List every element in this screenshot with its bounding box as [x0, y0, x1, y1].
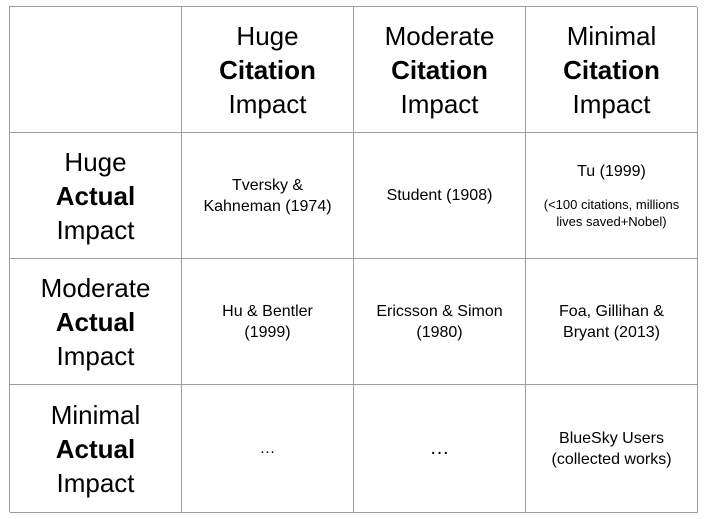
column-header-line: Moderate — [384, 20, 495, 51]
column-header-bold-line: Citation — [219, 54, 316, 85]
row-header-line: Moderate — [40, 272, 151, 303]
cell-text: (1999) — [244, 323, 291, 341]
cell-text: Hu & Bentler — [222, 302, 313, 320]
row-header-huge-actual: Huge Actual Impact — [10, 133, 182, 259]
row-header-bold-line: Actual — [55, 306, 136, 337]
row-header-line: Impact — [56, 467, 135, 498]
row-header-moderate-actual: Moderate Actual Impact — [10, 259, 182, 385]
column-header-moderate-citation: Moderate Citation Impact — [354, 7, 526, 133]
row-header-bold-line: Actual — [55, 433, 136, 464]
row-header-minimal-actual: Minimal Actual Impact — [10, 385, 182, 513]
column-header-minimal-citation: Minimal Citation Impact — [526, 7, 698, 133]
row-header-bold-line: Actual — [55, 180, 136, 211]
cell-text: (collected works) — [551, 450, 672, 468]
cell-huge-actual-moderate-citation: Student (1908) — [354, 133, 526, 259]
cell-text: Kahneman (1974) — [203, 197, 332, 215]
cell-text: (1980) — [416, 323, 463, 341]
cell-note-line: lives saved+Nobel) — [556, 214, 667, 229]
cell-text: Bryant (2013) — [563, 323, 660, 341]
cell-minimal-actual-moderate-citation: … — [354, 385, 526, 513]
column-header-huge-citation: Huge Citation Impact — [182, 7, 354, 133]
cell-huge-actual-huge-citation: Tversky & Kahneman (1974) — [182, 133, 354, 259]
cell-note-line: (<100 citations, millions — [543, 197, 680, 212]
row-header-line: Impact — [56, 214, 135, 245]
impact-matrix: Huge Citation Impact Moderate Citation I… — [9, 6, 698, 513]
cell-moderate-actual-minimal-citation: Foa, Gillihan & Bryant (2013) — [526, 259, 698, 385]
row-header-line: Impact — [56, 340, 135, 371]
column-header-line: Huge — [236, 20, 299, 51]
column-header-bold-line: Citation — [391, 54, 488, 85]
row-header-line: Huge — [64, 146, 127, 177]
corner-cell — [10, 7, 182, 133]
cell-moderate-actual-moderate-citation: Ericsson & Simon (1980) — [354, 259, 526, 385]
cell-moderate-actual-huge-citation: Hu & Bentler (1999) — [182, 259, 354, 385]
column-header-line: Impact — [228, 88, 307, 119]
cell-minimal-actual-minimal-citation: BlueSky Users (collected works) — [526, 385, 698, 513]
row-header-line: Minimal — [50, 399, 141, 430]
cell-text: Foa, Gillihan & — [559, 302, 664, 320]
column-header-line: Minimal — [566, 20, 657, 51]
cell-text: Student (1908) — [386, 187, 493, 204]
column-header-line: Impact — [572, 88, 651, 119]
cell-text: BlueSky Users — [559, 429, 664, 447]
cell-huge-actual-minimal-citation: Tu (1999) (<100 citations, millions live… — [526, 133, 698, 259]
cell-note: (<100 citations, millions lives saved+No… — [544, 196, 679, 230]
cell-minimal-actual-huge-citation: … — [182, 385, 354, 513]
cell-text: … — [259, 440, 276, 457]
cell-text: Tu (1999) — [577, 163, 646, 180]
cell-text: Tversky & — [231, 176, 304, 194]
cell-text: Ericsson & Simon — [376, 302, 503, 320]
column-header-line: Impact — [400, 88, 479, 119]
column-header-bold-line: Citation — [563, 54, 660, 85]
cell-text: … — [429, 437, 450, 459]
